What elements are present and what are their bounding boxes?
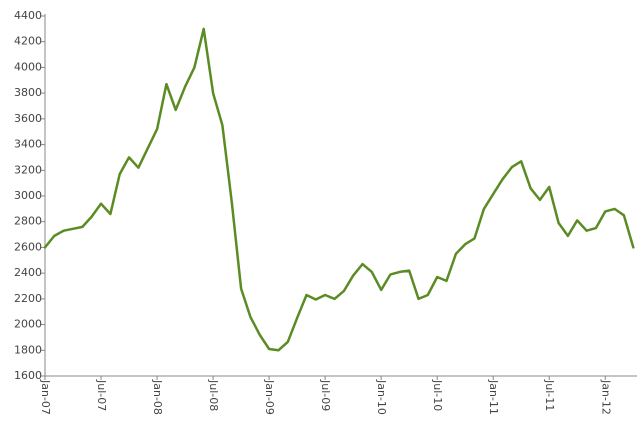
y-tick-label: 2400: [14, 266, 42, 279]
y-tick-label: 2600: [14, 240, 42, 253]
x-tick-label: Jan-12: [599, 379, 612, 415]
line: [43, 27, 635, 352]
y-tick-label: 4400: [14, 9, 42, 22]
y-tick-label: 2000: [14, 318, 42, 331]
x-tick-label: Jul-07: [95, 379, 108, 411]
x-tick-label: Jan-11: [487, 379, 500, 415]
y-tick-label: 3000: [14, 189, 42, 202]
x-tick-label: Jul-11: [543, 379, 556, 411]
y-tick-label: 4000: [14, 60, 42, 73]
x-tick-label: Jul-08: [207, 379, 220, 411]
y-tick-label: 1600: [14, 369, 42, 382]
y-tick-label: 3600: [14, 112, 42, 125]
y-tick-label: 3800: [14, 86, 42, 99]
x-tick-label: Jul-09: [319, 379, 332, 411]
y-tick-label: 1800: [14, 343, 42, 356]
x-tick-label: Jan-10: [375, 379, 388, 415]
y-tick-label: 2800: [14, 215, 42, 228]
y-tick-label: 2200: [14, 292, 42, 305]
x-tick-label: Jul-10: [431, 379, 444, 411]
x-tick-label: Jan-07: [39, 379, 52, 415]
y-tick-label: 4200: [14, 35, 42, 48]
y-tick-label: 3400: [14, 138, 42, 151]
x-tick-label: Jan-08: [151, 379, 164, 415]
y-tick-label: 3200: [14, 163, 42, 176]
x-tick-label: Jan-09: [263, 379, 276, 415]
